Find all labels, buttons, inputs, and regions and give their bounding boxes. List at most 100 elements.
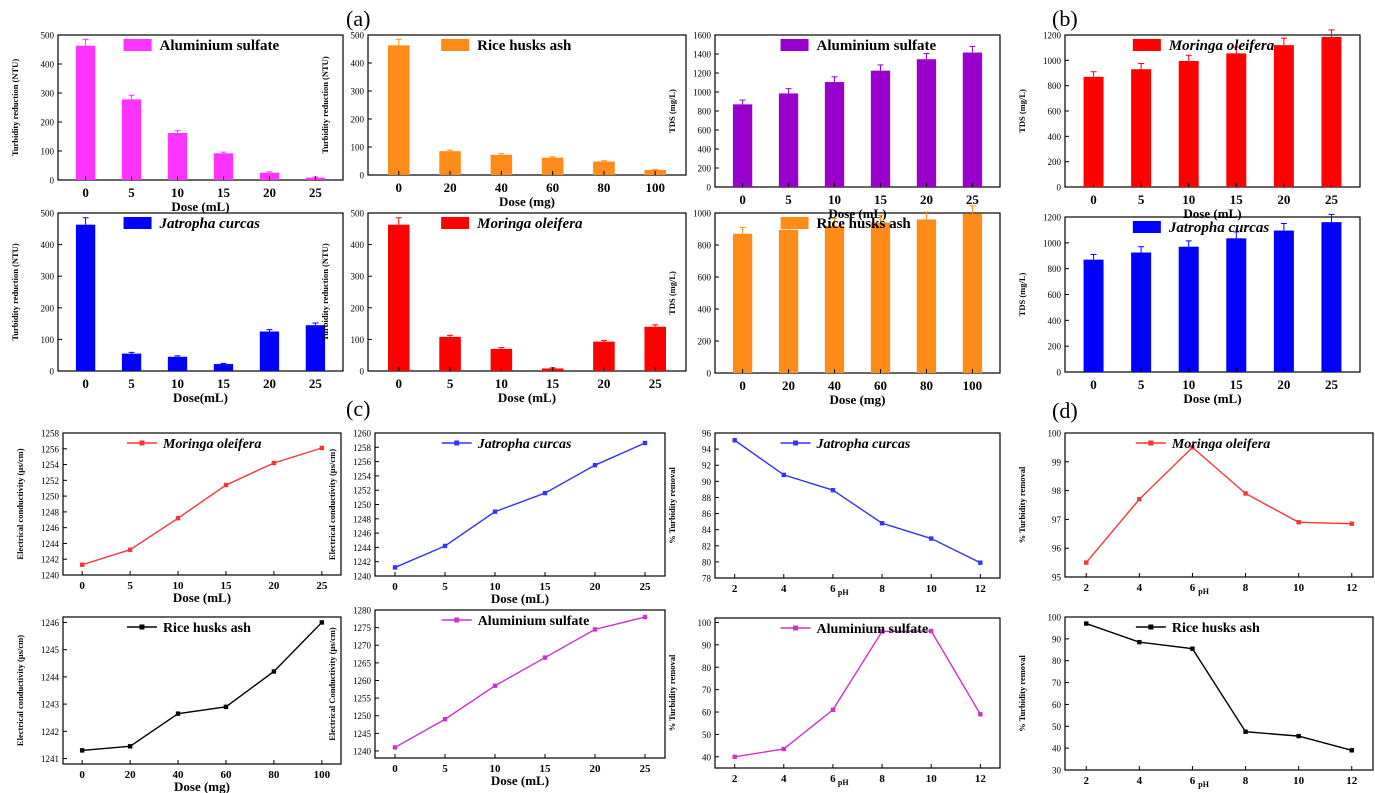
x-tick-label: 5	[128, 376, 135, 391]
y-tick-label: 1280	[353, 606, 372, 616]
y-tick-label: 78	[702, 574, 712, 584]
legend-label: Rice husks ash	[163, 621, 251, 636]
y-tick-label: 400	[41, 240, 55, 250]
y-tick-label: 80	[702, 557, 712, 567]
y-axis-label: TDS (mg/L)	[1017, 272, 1027, 316]
y-tick-label: 600	[698, 273, 712, 283]
plot-frame	[62, 432, 342, 576]
y-tick-label: 400	[1048, 316, 1062, 326]
data-point	[592, 627, 598, 632]
x-tick-label: 5	[447, 376, 454, 391]
x-tick-label: 20	[263, 185, 276, 200]
x-tick-label: 12	[1346, 775, 1358, 787]
x-tick-label: 20	[782, 378, 795, 393]
x-tick-label: 40	[495, 180, 508, 195]
x-tick-label: 2	[1083, 775, 1089, 787]
y-tick-label: 30	[1052, 766, 1062, 776]
y-tick-label: 400	[351, 59, 365, 69]
x-tick-label: 2	[732, 773, 738, 785]
y-tick-label: 40	[702, 752, 712, 762]
y-axis-label: Turbidity reduction (NTU)	[10, 59, 20, 156]
x-tick-label: 0	[396, 180, 403, 195]
x-axis-label: Dose (mL)	[173, 590, 231, 605]
x-tick-label: 10	[490, 763, 502, 775]
y-tick-label: 500	[41, 31, 55, 41]
data-point	[592, 462, 598, 468]
y-tick-label: 0	[360, 171, 365, 181]
bar	[1321, 36, 1342, 188]
y-tick-label: 88	[702, 493, 712, 503]
bar	[439, 151, 461, 175]
bar	[1131, 69, 1152, 187]
y-tick-label: 98	[1052, 486, 1062, 496]
data-point	[1084, 560, 1089, 565]
x-tick-label: 15	[540, 763, 552, 775]
plot-frame	[1064, 616, 1374, 771]
y-tick-label: 1246	[41, 618, 60, 628]
bar	[121, 99, 142, 180]
y-tick-label: 200	[1048, 342, 1062, 352]
x-tick-label: 5	[127, 580, 133, 592]
plot-frame	[367, 212, 687, 372]
y-tick-label: 1400	[693, 50, 712, 60]
legend-label: Aluminium sulfate	[478, 614, 590, 629]
legend-label: Jatropha curcas	[816, 437, 911, 452]
legend-label: Aluminium sulfate	[160, 38, 280, 54]
y-tick-label: 1258	[353, 443, 372, 453]
y-tick-label: 500	[351, 31, 365, 41]
y-tick-label: 96	[702, 429, 712, 439]
data-point	[223, 482, 229, 488]
panel-label-b: (b)	[1052, 6, 1078, 31]
x-tick-label: 20	[590, 581, 602, 593]
y-tick-label: 95	[1052, 573, 1062, 583]
x-tick-label: 0	[392, 581, 398, 593]
x-tick-label: 5	[1138, 377, 1145, 392]
y-tick-label: 200	[351, 303, 365, 313]
y-tick-label: 1000	[1043, 238, 1062, 248]
chart-3: 0 200 400 600 800 1000 1200 TDS (mg/L) 0 5 10 15 20 2…	[1017, 29, 1361, 221]
x-tick-label: 12	[1346, 582, 1358, 594]
y-tick-label: 1260	[353, 429, 372, 439]
y-tick-label: 400	[41, 60, 55, 70]
bar	[1178, 246, 1199, 372]
data-point	[642, 614, 648, 620]
bar	[305, 325, 326, 371]
x-tick-label: 0	[392, 763, 398, 775]
bar	[870, 70, 891, 187]
y-axis-label: Turbidity reduction (NTU)	[320, 56, 330, 153]
x-tick-label: 100	[963, 378, 983, 393]
data-point	[79, 562, 85, 567]
series-line	[394, 616, 646, 749]
y-tick-label: 1258	[41, 429, 60, 439]
plot-frame	[62, 616, 342, 765]
x-tick-label: 20	[125, 769, 137, 781]
x-tick-label: 10	[1182, 192, 1195, 207]
bar	[593, 161, 615, 175]
data-point	[830, 707, 836, 712]
x-tick-label: 0	[82, 185, 89, 200]
y-axis-label: TDS (mg/L)	[667, 271, 677, 315]
data-point	[929, 536, 934, 541]
y-tick-label: 70	[1052, 678, 1062, 688]
panel-label-d: (d)	[1052, 398, 1078, 423]
x-tick-label: 15	[217, 376, 231, 391]
bar	[644, 326, 666, 371]
y-tick-label: 1200	[693, 69, 712, 79]
y-tick-label: 40	[1052, 744, 1062, 754]
y-tick-label: 1245	[41, 645, 60, 655]
x-tick-label: 20	[263, 376, 276, 391]
plot-frame	[714, 212, 1001, 374]
legend-swatch	[123, 217, 152, 229]
x-tick-label: 6	[830, 583, 836, 595]
chart-13: 1240 1245 1250 1255 1260 1265 1270 1275 1280 Elec…	[327, 606, 666, 788]
data-point	[492, 683, 498, 688]
x-tick-label: 40	[828, 378, 841, 393]
y-tick-label: 1244	[353, 543, 372, 553]
chart-8: 1240 1242 1244 1246 1248 1250 1252 1254 1256 1258…	[15, 429, 342, 605]
data-point	[392, 745, 398, 750]
y-tick-label: 1252	[353, 486, 371, 496]
legend-swatch	[1132, 39, 1161, 51]
